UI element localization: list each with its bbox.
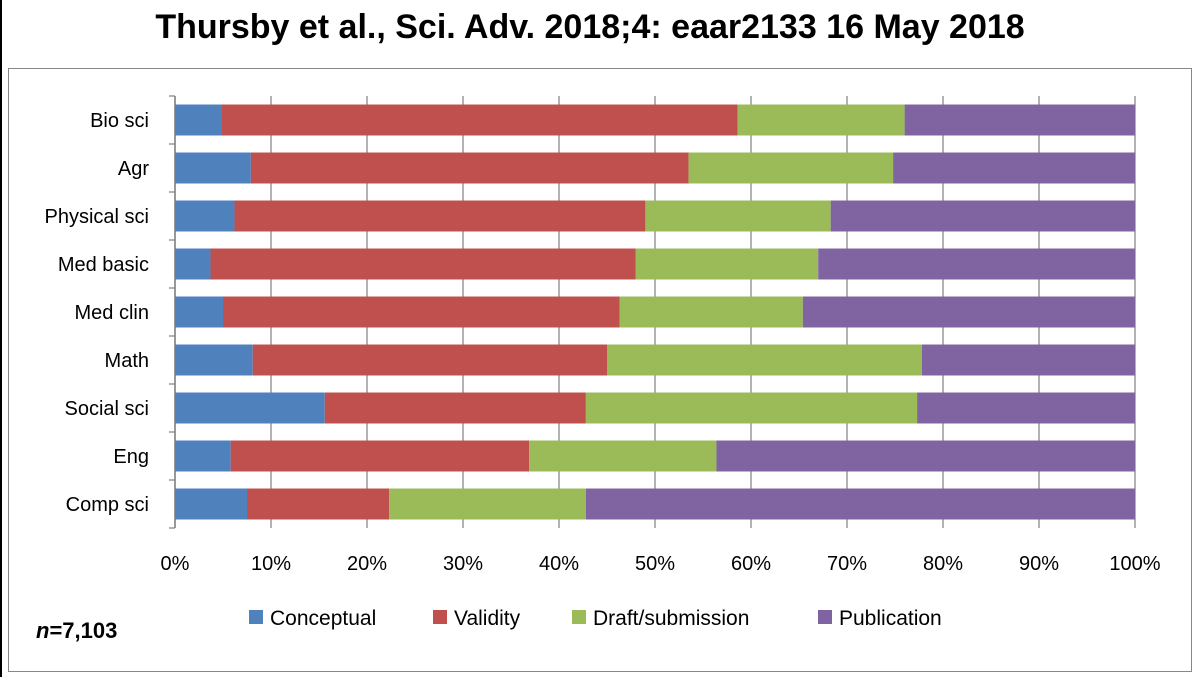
x-tick-label: 20% [347, 553, 387, 575]
y-category-label: Comp sci [66, 494, 149, 516]
bar-segment-conceptual [175, 488, 247, 520]
bar-segment-publication [917, 392, 1135, 424]
legend-label: Publication [839, 607, 942, 630]
y-category-label: Eng [113, 446, 149, 468]
legend-swatch [433, 610, 447, 624]
legend-swatch [572, 610, 586, 624]
bar-segment-publication [921, 344, 1135, 376]
y-category-label: Social sci [65, 398, 149, 420]
bar-segment-draft-submission [389, 488, 586, 520]
legend-swatch [249, 610, 263, 624]
y-category-label: Bio sci [90, 110, 149, 132]
x-tick-label: 50% [635, 553, 675, 575]
sample-size-note: n=7,103 [36, 618, 117, 644]
y-category-label: Physical sci [45, 206, 149, 228]
legend-label: Conceptual [270, 607, 376, 630]
bar-segment-publication [716, 440, 1135, 472]
bar-segment-validity [252, 344, 607, 376]
bar-segment-conceptual [175, 440, 231, 472]
left-frame-edge [0, 0, 2, 677]
citation-title: Thursby et al., Sci. Adv. 2018;4: eaar21… [155, 8, 1025, 46]
bar-segment-conceptual [175, 104, 222, 136]
y-category-label: Math [105, 350, 149, 372]
bar-segment-validity [230, 440, 530, 472]
bar-segment-publication [585, 488, 1135, 520]
x-tick-label: 10% [251, 553, 291, 575]
x-tick-label: 30% [443, 553, 483, 575]
bar-segment-conceptual [175, 248, 211, 280]
bar-segment-draft-submission [688, 152, 894, 184]
bar-segment-publication [904, 104, 1135, 136]
x-tick-label: 40% [539, 553, 579, 575]
bar-segment-conceptual [175, 392, 325, 424]
x-tick-label: 80% [923, 553, 963, 575]
x-tick-label: 60% [731, 553, 771, 575]
sample-size-value: =7,103 [49, 618, 118, 643]
y-category-label: Med clin [75, 302, 149, 324]
legend-label: Draft/submission [593, 607, 749, 630]
bar-segment-conceptual [175, 152, 251, 184]
bar-segment-draft-submission [585, 392, 918, 424]
bar-segment-conceptual [175, 344, 253, 376]
bar-segment-draft-submission [619, 296, 803, 328]
bar-segment-draft-submission [529, 440, 717, 472]
y-category-label: Med basic [58, 254, 149, 276]
bar-segment-publication [830, 200, 1135, 232]
bar-segment-publication [802, 296, 1135, 328]
legend-swatch [818, 610, 832, 624]
bar-segment-validity [250, 152, 689, 184]
bar-segment-validity [221, 104, 738, 136]
bar-segment-conceptual [175, 296, 223, 328]
bar-segment-validity [210, 248, 636, 280]
bar-segment-draft-submission [635, 248, 819, 280]
bar-segment-draft-submission [607, 344, 922, 376]
bar-segment-publication [818, 248, 1135, 280]
bar-segment-draft-submission [737, 104, 905, 136]
legend-label: Validity [454, 607, 521, 630]
bar-segment-publication [893, 152, 1135, 184]
x-tick-label: 90% [1019, 553, 1059, 575]
x-tick-label: 100% [1109, 553, 1160, 575]
bar-segment-validity [223, 296, 620, 328]
x-tick-label: 70% [827, 553, 867, 575]
sample-size-symbol: n [36, 618, 50, 643]
y-category-label: Agr [118, 158, 149, 180]
bar-segment-conceptual [175, 200, 235, 232]
x-tick-label: 0% [161, 553, 190, 575]
bar-segment-validity [324, 392, 586, 424]
bar-segment-validity [234, 200, 646, 232]
bar-segment-validity [247, 488, 390, 520]
bar-segment-draft-submission [645, 200, 831, 232]
